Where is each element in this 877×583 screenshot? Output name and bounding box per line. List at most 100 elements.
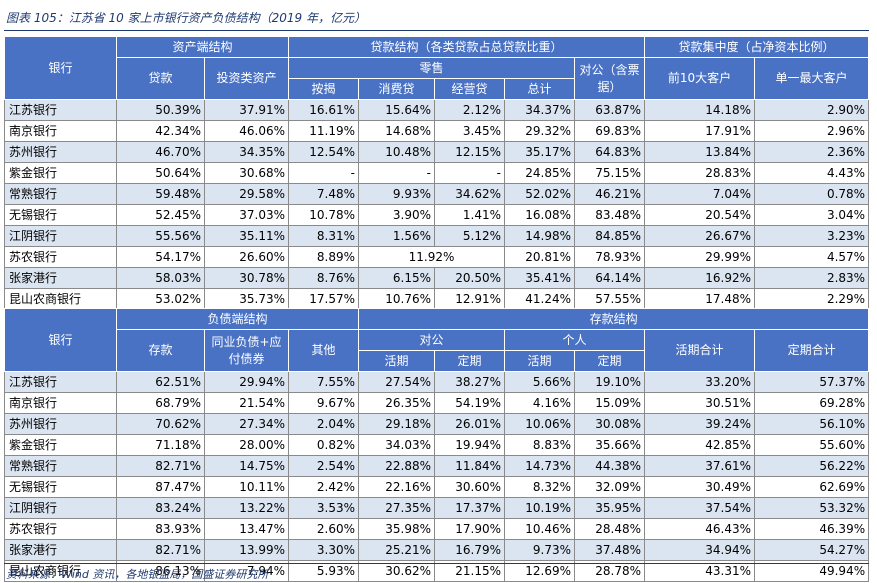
top10-cell: 28.83% (644, 162, 756, 184)
consumer-cell: 9.93% (358, 183, 436, 205)
bank-name-cell: 苏农银行 (4, 518, 117, 540)
header-business: 经营贷 (434, 78, 506, 100)
personal-time-cell: 30.08% (574, 413, 646, 435)
bank-name-cell: 张家港行 (4, 539, 117, 561)
mortgage-cell: 8.89% (288, 246, 360, 268)
corporate-demand-cell: 27.35% (358, 497, 436, 519)
demand-total-cell: 33.20% (644, 371, 756, 393)
retail-total-cell: 35.41% (504, 267, 576, 289)
bank-name-cell: 南京银行 (4, 120, 117, 142)
bank-name-cell: 常熟银行 (4, 455, 117, 477)
demand-total-cell: 46.43% (644, 518, 756, 540)
header-corporate-time: 定期 (434, 350, 506, 372)
deposit-cell: 62.51% (116, 371, 205, 393)
mortgage-cell: 11.19% (288, 120, 360, 142)
table-row: 紫金银行 71.18% 28.00% 0.82% 34.03% 19.94% 8.83% 35… (4, 434, 870, 456)
consumer-cell: 15.64% (358, 99, 436, 121)
interbank-bonds-cell: 27.34% (204, 413, 289, 435)
corporate-cell: 57.55% (574, 288, 646, 310)
other-cell: 7.55% (287, 371, 360, 393)
corporate-demand-cell: 22.88% (358, 455, 436, 477)
top10-cell: 13.84% (644, 141, 756, 163)
loans-cell: 52.45% (116, 204, 205, 226)
corporate-cell: 64.83% (574, 141, 646, 163)
bank-name-cell: 江阴银行 (4, 497, 117, 519)
bank-name-cell: 无锡银行 (4, 476, 117, 498)
corporate-cell: 83.48% (574, 204, 646, 226)
header-liability-structure: 负债端结构 (115, 308, 360, 330)
other-cell: 2.54% (287, 455, 360, 477)
corporate-time-cell: 21.15% (434, 560, 506, 582)
investment-cell: 26.60% (203, 246, 290, 268)
mortgage-cell: 10.78% (288, 204, 360, 226)
header-retail-total: 总计 (504, 78, 576, 100)
investment-cell: 29.58% (203, 183, 290, 205)
personal-demand-cell: 10.19% (504, 497, 576, 519)
personal-demand-cell: 8.83% (504, 434, 576, 456)
table-row: 张家港行 58.03% 30.78% 8.76% 6.15% 20.50% 35.41% 64… (4, 267, 870, 289)
header-personal: 个人 (504, 329, 646, 351)
investment-cell: 37.03% (203, 204, 290, 226)
header-other: 其他 (287, 329, 360, 372)
table-row: 昆山农商银行 86.13% 7.94% 5.93% 30.62% 21.15% 12.69%… (4, 560, 870, 582)
demand-total-cell: 30.49% (644, 476, 756, 498)
single-largest-cell: 3.23% (754, 225, 870, 247)
mortgage-cell: 16.61% (288, 99, 360, 121)
table-row: 昆山农商银行 53.02% 35.73% 17.57% 10.76% 12.91% 41.2… (4, 288, 870, 310)
corporate-demand-cell: 22.16% (358, 476, 436, 498)
other-cell: 2.04% (287, 413, 360, 435)
personal-time-cell: 35.95% (574, 497, 646, 519)
personal-time-cell: 19.10% (574, 371, 646, 393)
header-bank: 银行 (4, 36, 117, 100)
deposit-cell: 83.24% (116, 497, 205, 519)
investment-cell: 30.78% (203, 267, 290, 289)
deposit-cell: 68.79% (116, 392, 205, 414)
header-loan-concentration: 贷款集中度（占净资本比例） (644, 36, 870, 58)
mortgage-cell: 8.31% (288, 225, 360, 247)
retail-total-cell: 52.02% (504, 183, 576, 205)
single-largest-cell: 2.36% (754, 141, 870, 163)
table-row: 张家港行 82.71% 13.99% 3.30% 25.21% 16.79% 9.73% 37… (4, 539, 870, 561)
header-deposit: 存款 (116, 329, 205, 372)
loans-cell: 42.34% (116, 120, 205, 142)
retail-total-cell: 14.98% (504, 225, 576, 247)
header-corporate: 对公（含票据） (574, 57, 646, 100)
personal-time-cell: 35.66% (574, 434, 646, 456)
other-cell: 3.53% (287, 497, 360, 519)
consumer-cell: 14.68% (358, 120, 436, 142)
time-total-cell: 56.10% (754, 413, 870, 435)
corporate-demand-cell: 29.18% (358, 413, 436, 435)
corporate-time-cell: 26.01% (434, 413, 506, 435)
business-cell: 5.12% (434, 225, 506, 247)
table-row: 常熟银行 59.48% 29.58% 7.48% 9.93% 34.62% 52.02% 46… (4, 183, 870, 205)
header-interbank-bonds: 同业负债+应付债券 (204, 329, 289, 372)
personal-time-cell: 32.09% (574, 476, 646, 498)
table-row: 江苏银行 62.51% 29.94% 7.55% 27.54% 38.27% 5.66% 19… (4, 371, 870, 393)
time-total-cell: 46.39% (754, 518, 870, 540)
personal-demand-cell: 4.16% (504, 392, 576, 414)
corporate-cell: 64.14% (574, 267, 646, 289)
bank-name-cell: 常熟银行 (4, 183, 117, 205)
loans-cell: 54.17% (116, 246, 205, 268)
interbank-bonds-cell: 10.11% (204, 476, 289, 498)
personal-demand-cell: 10.06% (504, 413, 576, 435)
header-deposit-structure: 存款结构 (358, 308, 870, 330)
loans-cell: 58.03% (116, 267, 205, 289)
personal-time-cell: 28.48% (574, 518, 646, 540)
bank-name-cell: 江苏银行 (4, 371, 117, 393)
table-row: 紫金银行 50.64% 30.68% - - -24.85% 75.15% 28.83% 4.4… (4, 162, 870, 184)
retail-total-cell: 35.17% (504, 141, 576, 163)
demand-total-cell: 37.61% (644, 455, 756, 477)
corporate-demand-cell: 26.35% (358, 392, 436, 414)
personal-demand-cell: 14.73% (504, 455, 576, 477)
time-total-cell: 57.37% (754, 371, 870, 393)
header-corporate-demand: 活期 (358, 350, 436, 372)
bank-name-cell: 紫金银行 (4, 434, 117, 456)
time-total-cell: 62.69% (754, 476, 870, 498)
table-row: 苏州银行 70.62% 27.34% 2.04% 29.18% 26.01% 10.06% 3… (4, 413, 870, 435)
bank-name-cell: 苏州银行 (4, 141, 117, 163)
corporate-time-cell: 16.79% (434, 539, 506, 561)
single-largest-cell: 2.83% (754, 267, 870, 289)
header-personal-demand: 活期 (504, 350, 576, 372)
single-largest-cell: 4.43% (754, 162, 870, 184)
